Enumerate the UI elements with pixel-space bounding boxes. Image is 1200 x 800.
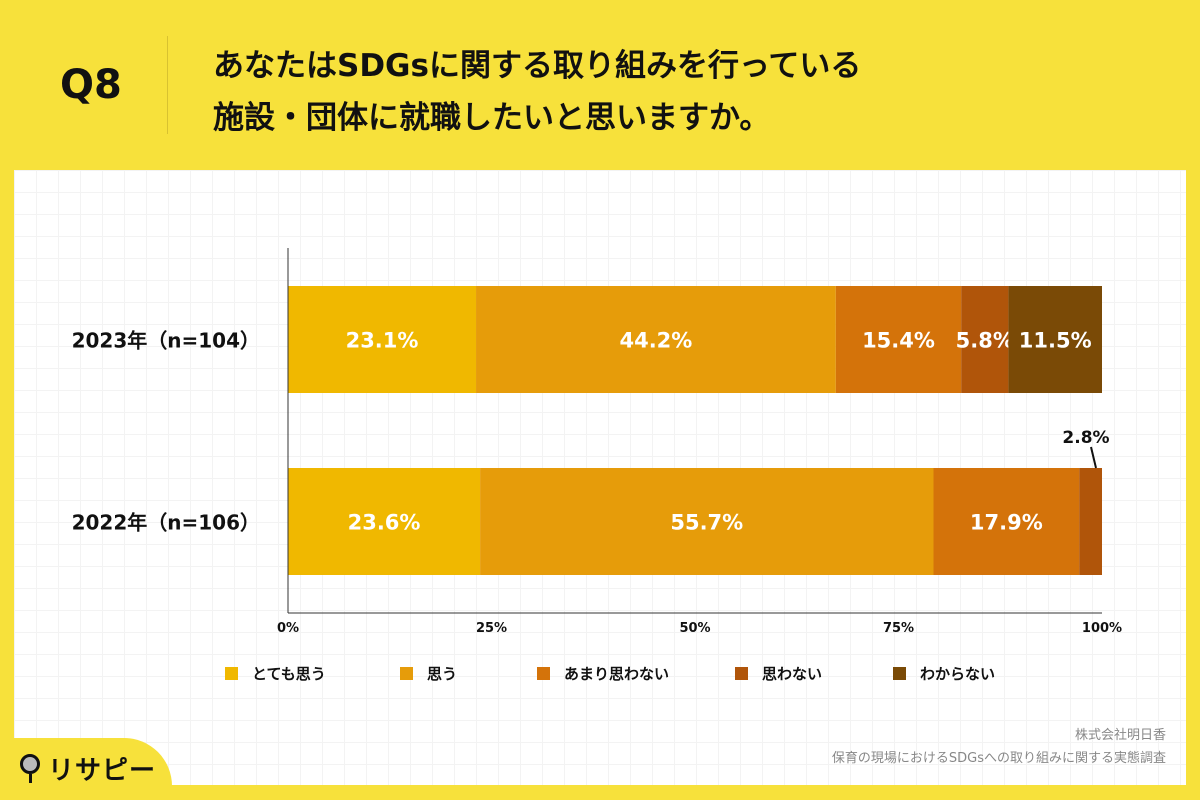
x-tick-label: 100% (1082, 621, 1122, 636)
legend-swatch (893, 667, 906, 680)
legend-label: 思わない (762, 665, 822, 683)
data-label: 23.1% (346, 329, 419, 353)
x-tick-label: 75% (883, 621, 914, 636)
bar-segment (961, 286, 1009, 393)
legend-label: とても思う (252, 665, 326, 683)
logo: リサピー (0, 738, 172, 800)
logo-text: リサピー (48, 756, 157, 786)
bar-segment (835, 286, 962, 393)
pin-icon (20, 754, 40, 783)
bar-segment (480, 468, 934, 575)
data-label: 15.4% (862, 329, 935, 353)
divider (167, 36, 168, 134)
title-line-2: 施設・団体に就職したいと思いますか。 (213, 100, 771, 136)
data-label: 44.2% (619, 329, 692, 353)
legend-swatch (400, 667, 413, 680)
page-title: あなたはSDGsに関する取り組みを行っている 施設・団体に就職したいと思いますか… (213, 40, 861, 144)
legend-label: 思う (427, 665, 457, 683)
x-tick-label: 50% (679, 621, 710, 636)
legend-label: わからない (920, 665, 995, 683)
data-label: 5.8% (956, 329, 1014, 353)
data-label: 11.5% (1019, 329, 1092, 353)
leader-line (1090, 446, 1097, 469)
category-label: 2022年（n=106） (72, 511, 260, 535)
legend-swatch (225, 667, 238, 680)
x-tick-label: 25% (476, 621, 507, 636)
source-survey: 保育の現場におけるSDGsへの取り組みに関する実態調査 (831, 751, 1166, 766)
data-label: 55.7% (670, 511, 743, 535)
data-label: 17.9% (970, 511, 1043, 535)
bar-segment (1008, 286, 1102, 393)
bar-segment (288, 286, 477, 393)
title-line-1: あなたはSDGsに関する取り組みを行っている (213, 48, 862, 84)
data-label: 23.6% (348, 511, 421, 535)
question-number: Q8 (60, 62, 122, 108)
source-company: 株式会社明日香 (1074, 728, 1166, 743)
bar-segment (1079, 468, 1102, 575)
legend-swatch (537, 667, 550, 680)
bar-segment (288, 468, 481, 575)
bar-segment (933, 468, 1080, 575)
bar-segment (476, 286, 836, 393)
category-label: 2023年（n=104） (72, 329, 260, 353)
legend-swatch (735, 667, 748, 680)
legend-label: あまり思わない (564, 665, 669, 683)
x-tick-label: 0% (277, 621, 299, 636)
data-label: 2.8% (1062, 428, 1109, 448)
